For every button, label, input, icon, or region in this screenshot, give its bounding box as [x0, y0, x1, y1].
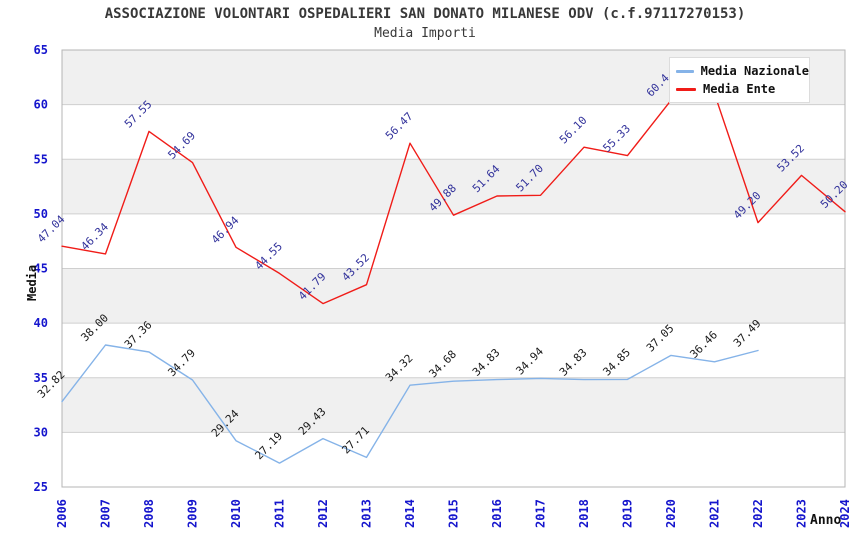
plot-band [62, 159, 845, 214]
x-tick-label: 2011 [273, 499, 287, 528]
x-tick-label: 2012 [316, 499, 330, 528]
plot-band [62, 377, 845, 433]
x-tick-label: 2006 [55, 499, 69, 528]
y-tick-label: 55 [34, 152, 48, 166]
y-axis-title: Media [25, 265, 39, 301]
legend-item-media-ente: Media Ente [676, 82, 809, 96]
plot-band [62, 323, 845, 378]
x-tick-label: 2019 [621, 499, 635, 528]
chart-title: ASSOCIAZIONE VOLONTARI OSPEDALIERI SAN D… [104, 6, 746, 22]
x-tick-label: 2016 [490, 499, 504, 528]
x-tick-label: 2024 [838, 499, 850, 528]
x-tick-label: 2017 [534, 499, 548, 528]
media-nazionale-line [61, 344, 759, 464]
x-tick-label: 2009 [186, 499, 200, 528]
x-tick-label: 2023 [795, 499, 809, 528]
legend: Media Nazionale Media Ente [669, 57, 810, 103]
x-tick-label: 2010 [229, 499, 243, 528]
plot-border [61, 49, 846, 488]
y-tick-label: 50 [34, 207, 48, 221]
y-tick-label: 35 [34, 371, 48, 385]
legend-item-media-nazionale: Media Nazionale [676, 64, 809, 78]
plot-band [62, 104, 845, 160]
y-tick-label: 60 [34, 98, 48, 112]
plot-band [62, 213, 845, 269]
y-tick-label: 65 [34, 43, 48, 57]
x-tick-label: 2008 [142, 499, 156, 528]
x-tick-label: 2018 [577, 499, 591, 528]
y-tick-label: 25 [34, 480, 48, 494]
chart-subtitle: Media Importi [374, 26, 476, 41]
x-tick-label: 2007 [99, 499, 113, 528]
x-tick-label: 2021 [708, 499, 722, 528]
y-tick-label: 40 [34, 316, 48, 330]
x-tick-label: 2020 [664, 499, 678, 528]
media-nazionale-line-swatch [676, 69, 694, 73]
plot-band [62, 432, 845, 487]
plot-band [62, 268, 845, 324]
legend-label-media-nazionale: Media Nazionale [700, 64, 809, 78]
x-tick-label: 2014 [403, 499, 417, 528]
media-ente-line-swatch [676, 87, 696, 91]
y-tick-label: 30 [34, 425, 48, 439]
y-tick-label: 45 [34, 262, 48, 276]
x-tick-label: 2013 [360, 499, 374, 528]
x-axis-title: Anno [810, 513, 841, 528]
x-tick-label: 2015 [447, 499, 461, 528]
x-tick-label: 2022 [751, 499, 765, 528]
legend-label-media-ente: Media Ente [703, 82, 776, 96]
